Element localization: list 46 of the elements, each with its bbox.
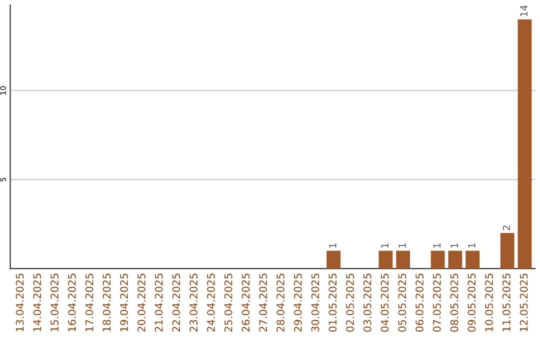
x-tick-label: 04.05.2025 <box>380 274 389 332</box>
x-tick-label: 27.04.2025 <box>259 274 268 332</box>
x-tick-label: 07.05.2025 <box>432 274 441 332</box>
x-tick-label: 10.05.2025 <box>485 274 493 332</box>
x-tick-label: 02.05.2025 <box>346 274 354 332</box>
x-tick-label: 11.05.2025 <box>502 274 510 332</box>
x-tick-label: 28.04.2025 <box>276 274 284 332</box>
x-tick-label: 13.04.2025 <box>16 274 24 332</box>
x-tick-label: 25.04.2025 <box>224 274 232 332</box>
x-tick-label: 29.04.2025 <box>294 274 302 332</box>
x-tick-label: 12.05.2025 <box>520 274 528 332</box>
x-tick-label: 17.04.2025 <box>85 274 94 332</box>
bar <box>378 250 393 269</box>
x-tick-label: 26.04.2025 <box>242 274 250 332</box>
x-tick-label: 21.04.2025 <box>154 274 163 332</box>
x-tick-label: 03.05.2025 <box>363 274 372 332</box>
x-tick-label: 15.04.2025 <box>50 274 58 332</box>
x-tick-label: 24.04.2025 <box>207 274 215 332</box>
x-tick-label: 09.05.2025 <box>468 274 476 332</box>
x-tick-label: 18.04.2025 <box>102 274 111 332</box>
bar <box>466 250 480 269</box>
bar <box>518 19 532 269</box>
x-tick-label: 19.04.2025 <box>120 274 128 332</box>
x-tick-label: 16.04.2025 <box>68 274 76 332</box>
x-tick-label: 30.04.2025 <box>311 274 320 332</box>
data-label: 1 <box>450 243 458 248</box>
data-label: 2 <box>502 226 510 230</box>
x-tick-label: 01.05.2025 <box>328 274 337 332</box>
bar <box>500 232 514 269</box>
data-label: 1 <box>398 243 406 248</box>
data-label: 1 <box>468 243 476 248</box>
bar <box>396 250 410 269</box>
x-tick-label: 08.05.2025 <box>450 274 458 332</box>
data-label: 14 <box>520 5 528 16</box>
x-tick-label: 23.04.2025 <box>190 274 198 332</box>
x-tick-label: 05.05.2025 <box>398 274 406 332</box>
x-tick-label: 22.04.2025 <box>172 274 180 332</box>
x-tick-label: 20.04.2025 <box>137 274 146 332</box>
data-label: 1 <box>433 243 440 248</box>
x-tick-label: 14.04.2025 <box>33 274 42 332</box>
data-label: 1 <box>381 243 388 248</box>
bar <box>448 250 462 269</box>
data-label: 1 <box>329 243 336 248</box>
bar <box>326 250 340 269</box>
x-tick-label: 06.05.2025 <box>416 274 424 332</box>
bar <box>430 250 445 269</box>
